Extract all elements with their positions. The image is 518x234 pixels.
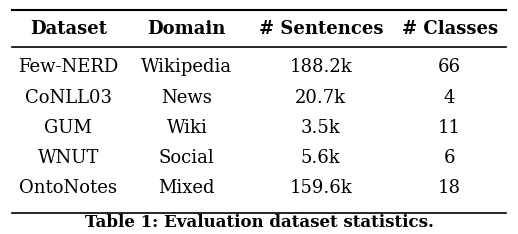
Text: Table 1: Evaluation dataset statistics.: Table 1: Evaluation dataset statistics. [84, 214, 434, 231]
Text: 159.6k: 159.6k [290, 179, 352, 197]
Text: 3.5k: 3.5k [301, 119, 341, 137]
Text: 18: 18 [438, 179, 461, 197]
Text: 188.2k: 188.2k [290, 58, 352, 76]
Text: GUM: GUM [45, 119, 92, 137]
Text: 4: 4 [444, 88, 455, 106]
Text: Wiki: Wiki [166, 119, 207, 137]
Text: 6: 6 [444, 149, 455, 167]
Text: Wikipedia: Wikipedia [141, 58, 233, 76]
Text: News: News [162, 88, 212, 106]
Text: 11: 11 [438, 119, 461, 137]
Text: 5.6k: 5.6k [301, 149, 341, 167]
Text: CoNLL03: CoNLL03 [25, 88, 112, 106]
Text: Social: Social [159, 149, 215, 167]
Text: 66: 66 [438, 58, 461, 76]
Text: Dataset: Dataset [30, 20, 107, 38]
Text: 20.7k: 20.7k [295, 88, 347, 106]
Text: # Classes: # Classes [401, 20, 498, 38]
Text: # Sentences: # Sentences [258, 20, 383, 38]
Text: WNUT: WNUT [38, 149, 99, 167]
Text: Few-NERD: Few-NERD [18, 58, 119, 76]
Text: Mixed: Mixed [159, 179, 215, 197]
Text: OntoNotes: OntoNotes [19, 179, 118, 197]
Text: Domain: Domain [148, 20, 226, 38]
